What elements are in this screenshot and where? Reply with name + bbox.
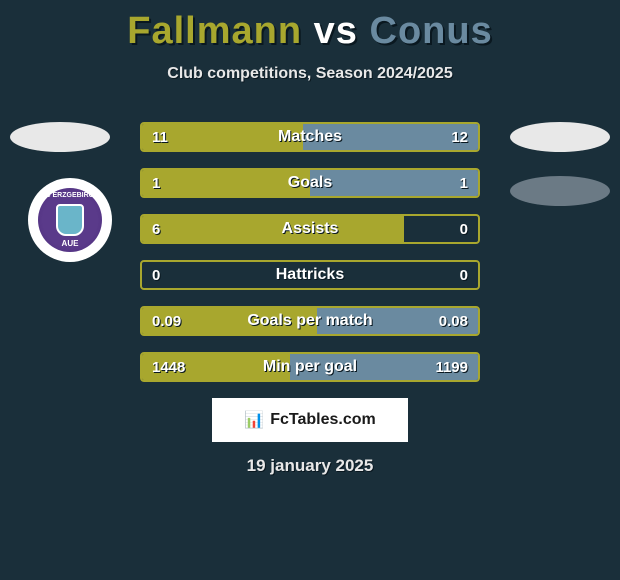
stat-row: 1Goals1 (140, 168, 480, 198)
player-left-photo-placeholder (10, 122, 110, 152)
stat-label: Min per goal (142, 354, 478, 380)
chart-icon: 📊 (244, 410, 264, 430)
badge-text-bottom: AUE (38, 239, 102, 248)
stat-label: Goals (142, 170, 478, 196)
club-badge-inner: FC ERZGEBIRGE AUE (38, 188, 102, 252)
stat-row: 11Matches12 (140, 122, 480, 152)
vs-text: vs (314, 10, 358, 52)
stat-value-right: 0 (460, 262, 468, 288)
stat-label: Assists (142, 216, 478, 242)
club-right-logo-placeholder (510, 176, 610, 206)
subtitle: Club competitions, Season 2024/2025 (0, 65, 620, 83)
stat-value-right: 1199 (435, 354, 468, 380)
player-left-name: Fallmann (127, 10, 302, 52)
stat-row: 0Hattricks0 (140, 260, 480, 290)
stat-value-right: 0 (460, 216, 468, 242)
badge-shield-icon (56, 204, 84, 236)
date-text: 19 january 2025 (0, 456, 620, 476)
comparison-title: Fallmann vs Conus (0, 0, 620, 53)
stat-value-right: 12 (451, 124, 468, 150)
stat-label: Goals per match (142, 308, 478, 334)
source-site: FcTables.com (270, 411, 376, 429)
player-right-name: Conus (370, 10, 493, 52)
stat-bars: 11Matches121Goals16Assists00Hattricks00.… (140, 122, 480, 398)
player-right-photo-placeholder (510, 122, 610, 152)
stat-label: Hattricks (142, 262, 478, 288)
club-left-logo: FC ERZGEBIRGE AUE (28, 178, 112, 262)
stat-row: 1448Min per goal1199 (140, 352, 480, 382)
stat-value-right: 0.08 (439, 308, 468, 334)
badge-text-top: FC ERZGEBIRGE (38, 192, 102, 199)
stat-label: Matches (142, 124, 478, 150)
stat-row: 0.09Goals per match0.08 (140, 306, 480, 336)
source-badge: 📊 FcTables.com (212, 398, 408, 442)
stat-row: 6Assists0 (140, 214, 480, 244)
stat-value-right: 1 (460, 170, 468, 196)
